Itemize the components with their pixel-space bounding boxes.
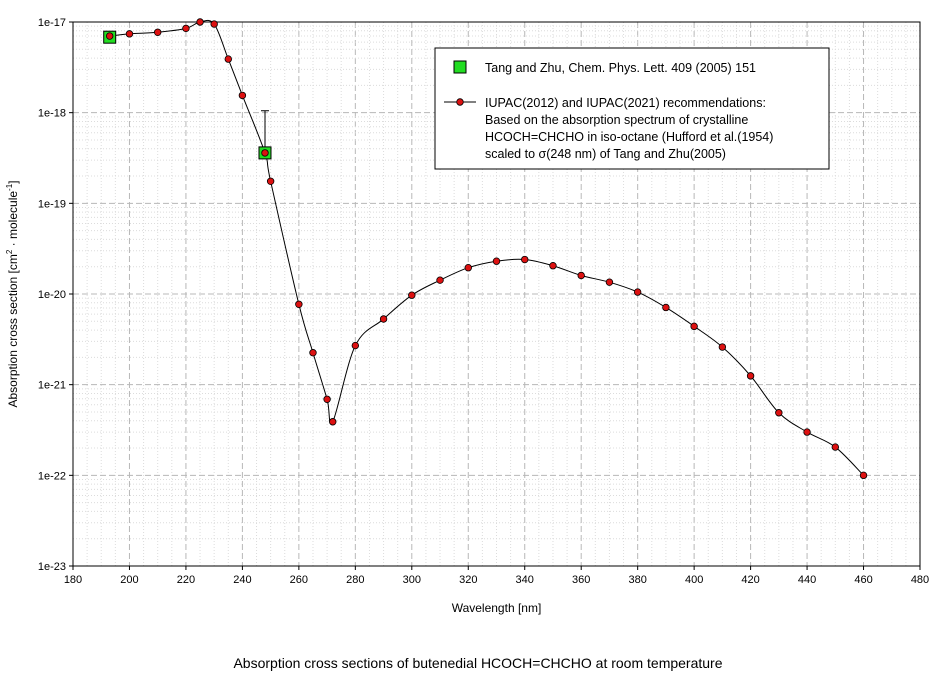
iupac-point	[182, 24, 190, 33]
iupac-point	[859, 471, 868, 480]
axis-ticks: 180 200 220 240 260 280 300 320 340 360 380 400 420 4…	[38, 17, 929, 586]
x-tick-label: 420	[741, 574, 759, 586]
iupac-point	[690, 322, 698, 331]
figure-caption: Absorption cross sections of butenedial …	[233, 655, 722, 671]
iupac-point	[125, 30, 134, 38]
x-tick-label: 440	[798, 574, 816, 586]
y-axis-label-sup: -1	[5, 183, 14, 191]
legend-entry-iupac-line-3: HCOCH=CHCHO in iso-octane (Hufford et al…	[485, 130, 773, 144]
iupac-point	[196, 18, 204, 26]
iupac-point	[436, 276, 444, 284]
x-tick-label: 460	[854, 574, 872, 586]
iupac-point	[662, 303, 670, 312]
x-tick-label: 180	[64, 574, 82, 586]
x-tick-label: 480	[911, 574, 929, 586]
iupac-point	[549, 262, 557, 270]
iupac-point	[153, 28, 162, 36]
legend-box	[434, 47, 830, 170]
y-axis-label-part: ]	[6, 180, 20, 183]
y-tick-label: 1e-19	[38, 198, 66, 210]
iupac-point	[492, 257, 501, 265]
data-layer	[103, 18, 868, 480]
y-axis-label-part: · molecule	[6, 191, 20, 250]
y-tick-label: 1e-17	[38, 17, 66, 29]
iupac-point	[521, 255, 529, 264]
legend: Tang and Zhu, Chem. Phys. Lett. 409 (200…	[434, 47, 830, 170]
y-tick-label: 1e-20	[38, 289, 66, 301]
iupac-point	[464, 264, 472, 272]
x-tick-label: 240	[233, 574, 251, 586]
x-axis-label: Wavelength [nm]	[452, 601, 542, 615]
x-tick-label: 340	[516, 574, 534, 586]
x-tick-label: 280	[346, 574, 364, 586]
iupac-point	[718, 343, 727, 351]
legend-entry-iupac-line-2: Based on the absorption spectrum of crys…	[485, 113, 748, 127]
x-tick-label: 200	[120, 574, 138, 586]
y-tick-label: 1e-18	[38, 108, 66, 120]
iupac-point	[379, 315, 388, 323]
iupac-point	[266, 177, 275, 185]
iupac-point	[329, 418, 337, 426]
y-tick-label: 1e-23	[38, 561, 66, 573]
iupac-point	[831, 443, 839, 451]
y-axis-label-part: Absorption cross section [cm	[6, 254, 20, 407]
y-tick-label: 1e-21	[38, 380, 66, 392]
y-axis-label-sup: 2	[5, 249, 14, 254]
iupac-point	[323, 395, 331, 403]
iupac-series-line	[109, 19, 864, 476]
iupac-point	[351, 341, 360, 350]
iupac-point	[224, 55, 232, 63]
legend-entry-iupac-line-4: scaled to σ(248 nm) of Tang and Zhu(2005…	[485, 147, 726, 161]
iupac-point	[295, 300, 303, 308]
iupac-point	[210, 20, 218, 28]
legend-entry-tang-zhu: Tang and Zhu, Chem. Phys. Lett. 409 (200…	[485, 61, 756, 75]
iupac-point	[408, 291, 416, 299]
iupac-point	[309, 349, 317, 357]
iupac-point	[106, 32, 114, 40]
y-axis-label: Absorption cross section [cm2 · molecule…	[5, 180, 20, 407]
legend-marker-square	[453, 60, 467, 74]
x-tick-label: 220	[177, 574, 195, 586]
legend-marker-circle	[456, 98, 464, 106]
x-tick-label: 380	[628, 574, 646, 586]
iupac-point	[803, 428, 811, 436]
iupac-point	[605, 278, 614, 286]
x-tick-label: 260	[290, 574, 308, 586]
iupac-point	[746, 372, 755, 380]
iupac-point	[577, 271, 585, 280]
iupac-point	[238, 91, 247, 100]
iupac-point	[633, 288, 642, 296]
legend-entry-iupac-line-1: IUPAC(2012) and IUPAC(2021) recommendati…	[485, 96, 766, 110]
x-tick-label: 300	[403, 574, 421, 586]
x-tick-label: 320	[459, 574, 477, 586]
y-tick-label: 1e-22	[38, 470, 66, 482]
iupac-point	[775, 409, 783, 417]
x-tick-label: 360	[572, 574, 590, 586]
x-tick-label: 400	[685, 574, 703, 586]
iupac-point	[261, 149, 269, 157]
